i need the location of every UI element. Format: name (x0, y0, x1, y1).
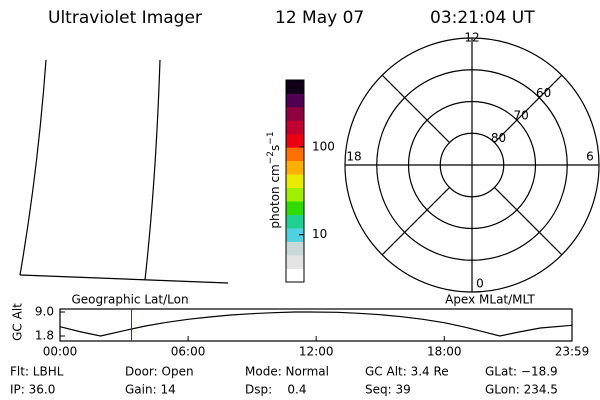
x-tick-label: 06:00 (171, 345, 206, 359)
colorbar-tick-label: 100 (312, 139, 335, 153)
colorbar-step (286, 160, 304, 175)
x-tick-label: 18:00 (427, 345, 462, 359)
info-field: Door: Open (125, 365, 194, 379)
date: 12 May 07 (275, 8, 364, 28)
mlt-label: 0 (476, 277, 484, 291)
colorbar-step (286, 201, 304, 215)
title: Ultraviolet Imager (48, 8, 202, 28)
mlt-diagonal (381, 74, 450, 143)
info-field: IP: 36.0 (10, 383, 55, 397)
colorbar-tick-label: 10 (312, 227, 327, 241)
info-field: GC Alt: 3.4 Re (365, 365, 449, 379)
mlt-label: 6 (586, 150, 594, 164)
mlt-diagonal (494, 187, 563, 256)
x-tick-label: 23:59 (555, 345, 590, 359)
y-tick-label: 1.8 (35, 329, 54, 343)
panel-label: Apex MLat/MLT (445, 293, 535, 307)
colorbar-step (286, 93, 304, 108)
colorbar-step (286, 80, 304, 94)
info-field: Mode: Normal (245, 365, 329, 379)
label-part: s (268, 145, 282, 151)
info-field: Flt: LBHL (10, 365, 64, 379)
time: 03:21:04 UT (430, 8, 535, 28)
colorbar-step (286, 255, 304, 269)
y-tick-label: 9.0 (35, 305, 54, 319)
panel-label: Geographic Lat/Lon (71, 293, 188, 307)
label-exp: −2 (266, 151, 276, 164)
info-field: Seq: 39 (365, 383, 411, 397)
y-axis-label: GC Alt (11, 303, 25, 341)
meridian (19, 59, 47, 276)
colorbar-step (286, 228, 304, 242)
colorbar-step (286, 241, 304, 256)
colorbar-step (286, 106, 304, 121)
mlt-diagonal (494, 74, 563, 143)
colorbar-step (286, 174, 304, 189)
mlt-label: 18 (346, 150, 361, 164)
mlt-diagonal (381, 187, 450, 256)
info-field: GLon: 234.5 (485, 383, 558, 397)
info-field: Gain: 14 (125, 383, 176, 397)
colorbar-label: photon cm−2s−1 (266, 131, 282, 228)
colorbar-step (286, 187, 304, 202)
colorbar-step (286, 214, 304, 229)
mlt-label: 12 (464, 31, 479, 45)
colorbar-frame (285, 79, 305, 283)
info-field: GLat: −18.9 (485, 365, 558, 379)
altitude-line (59, 311, 573, 337)
x-tick-label: 00:00 (43, 345, 78, 359)
info-field: Dsp: 0.4 (245, 383, 307, 397)
colorbar-step (286, 147, 304, 162)
colorbar-step (286, 120, 304, 135)
colorbar-step (286, 268, 304, 283)
meridian (144, 59, 161, 281)
label-exp: −1 (266, 131, 276, 144)
map-panel (19, 59, 229, 284)
parallel (19, 274, 229, 284)
colorbar-step (286, 133, 304, 148)
x-tick-label: 12:00 (299, 345, 334, 359)
label-part: photon cm (268, 164, 282, 228)
